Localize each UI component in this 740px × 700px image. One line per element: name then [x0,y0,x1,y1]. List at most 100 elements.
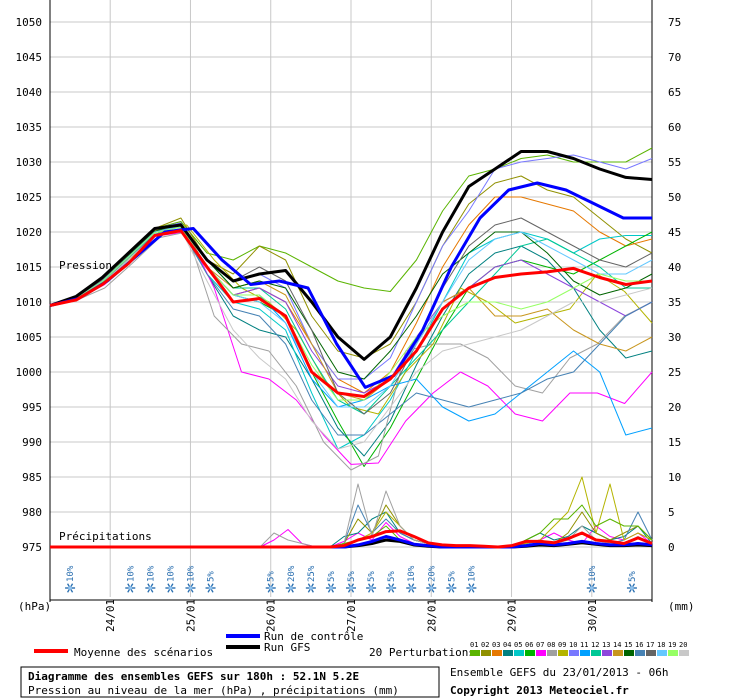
perturbation-number: 08 [547,641,555,649]
snowflake-icon [305,583,316,593]
perturbation-swatch [679,650,689,656]
snowflake-icon [205,583,216,593]
snowflake-icon [145,583,156,593]
perturbation-number: 12 [591,641,599,649]
precip-tick-label: 55 [668,156,681,169]
perturbation-swatch [635,650,645,656]
perturbation-number: 07 [536,641,544,649]
pressure-axis-ticks: 1050 1045 1040 1035 1030 1025 1020 1015 1010 1005… [16,16,43,554]
perturbation-swatch [536,650,546,656]
pressure-line-p18 [49,225,653,408]
perturbation-swatch [591,650,601,656]
perturbation-swatch [525,650,535,656]
snowflake-icon [325,583,336,593]
perturbation-swatch [470,650,480,656]
snow-pct-label: 10% [467,565,477,582]
perturbation-number: 05 [514,641,522,649]
precip-tick-label: 20 [668,401,681,414]
perturbation-number: 13 [602,641,610,649]
snowflake-icon [65,583,76,593]
footer: Diagramme des ensembles GEFS sur 180h : … [20,666,669,698]
snowflake-icon [386,583,397,593]
snow-pct-label: 5% [367,571,377,582]
pressure-tick-label: 1000 [16,366,43,379]
perturbations-label: 20 Perturbations [369,646,475,659]
perturbation-number: 02 [481,641,489,649]
snowflake-icon [185,583,196,593]
pressure-line-p14 [49,224,653,401]
perturbation-swatch [558,650,568,656]
snow-pct-label: 25% [307,565,317,582]
pressure-tick-label: 975 [22,541,42,554]
snow-pct-label: 5% [387,571,397,582]
snow-pct-label: 5% [347,571,357,582]
pressure-tick-label: 1030 [16,156,43,169]
pressure-line-p08 [49,231,653,471]
perturbation-number: 17 [646,641,654,649]
date-tick-label: 29/01 [506,599,519,632]
snow-markers: 10% 10% 10% 10% 10% 5% 5% 20% 25% 5% 5% 5% 5% 10% 20% 5… [65,565,638,593]
snowflake-icon [406,583,417,593]
pressure-line-p19 [49,226,652,401]
pressure-tick-label: 990 [22,436,42,449]
perturbation-swatch [547,650,557,656]
perturbation-number: 19 [668,641,676,649]
pressure-tick-label: 1005 [16,331,43,344]
pressure-tick-label: 1035 [16,121,43,134]
perturbation-swatch [646,650,656,656]
snow-pct-label: 5% [327,571,337,582]
legend: Moyenne des scénarios Run de contrôle Ru… [34,630,689,659]
snowflake-icon [366,583,377,593]
snow-pct-label: 5% [628,571,638,582]
legend-label-controle: Run de contrôle [264,630,363,643]
snowflake-icon [165,583,176,593]
snowflake-icon [446,583,457,593]
perturbation-swatch [481,650,491,656]
precip-tick-label: 40 [668,261,681,274]
pressure-line-moyenne [49,229,653,398]
date-tick-label: 24/01 [104,599,117,632]
precip-tick-label: 35 [668,296,681,309]
perturbation-number: 16 [635,641,643,649]
snow-pct-label: 10% [588,565,598,582]
date-tick-label: 30/01 [586,599,599,632]
perturbation-number: 03 [492,641,500,649]
pressure-tick-label: 1020 [16,226,43,239]
perturbation-swatch [503,650,513,656]
precip-line-moyenne [50,529,653,549]
pressure-tick-label: 1045 [16,51,43,64]
perturbation-number: 11 [580,641,588,649]
snowflake-icon [346,583,356,593]
snow-pct-label: 5% [207,571,217,582]
pressure-tick-label: 1025 [16,191,43,204]
precip-tick-label: 75 [668,16,681,29]
date-axis-labels: 24/01 25/01 26/01 27/01 28/01 29/01 30/01 [104,599,599,632]
precip-tick-label: 30 [668,331,681,344]
snow-pct-label: 10% [407,565,417,582]
perturbation-swatch [668,650,678,656]
date-tick-label: 27/01 [345,599,358,632]
perturbation-swatch [514,650,524,656]
precip-tick-label: 45 [668,226,681,239]
perturbation-number: 09 [558,641,566,649]
title-box [20,666,440,698]
perturbation-number: 18 [657,641,665,649]
snow-pct-label: 10% [66,565,76,582]
copyright-label: Copyright 2013 Meteociel.fr [450,684,629,697]
pressure-tick-label: 1050 [16,16,43,29]
snowflake-icon [466,583,477,593]
perturbation-number: 14 [613,641,621,649]
perturbation-swatch [602,650,612,656]
precip-tick-label: 50 [668,191,681,204]
pressure-tick-label: 980 [22,506,42,519]
pressure-line-gfs [49,150,653,361]
snow-pct-label: 10% [126,565,136,582]
snow-pct-label: 20% [427,565,437,582]
precip-tick-label: 5 [668,506,675,519]
pressure-tick-label: 985 [22,471,42,484]
ensemble-run-label: Ensemble GEFS du 23/01/2013 - 06h [450,666,669,679]
precip-tick-label: 0 [668,541,675,554]
perturbation-color-legend: 01 02 03 04 05 06 07 08 09 10 11 12 13 14 15 16 17 18 19 20 [470,641,689,656]
